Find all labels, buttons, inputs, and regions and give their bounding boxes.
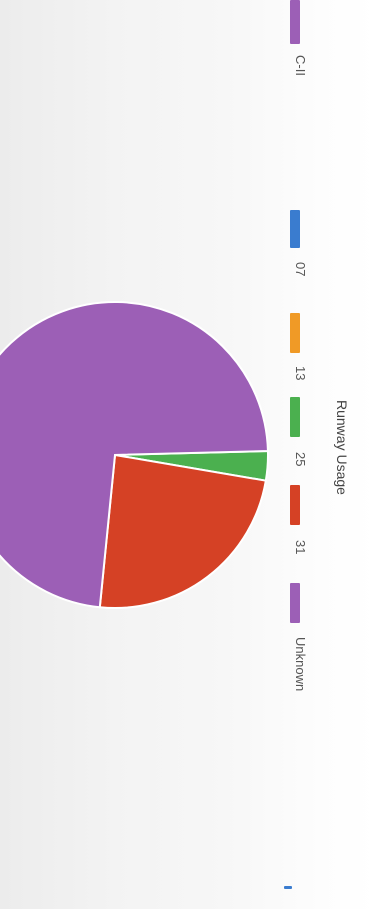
legend-swatch-fragment <box>284 886 292 889</box>
legend-label-13: 13 <box>293 366 308 381</box>
legend-swatch-13 <box>290 313 300 353</box>
legend-label-25: 25 <box>293 452 308 467</box>
pie-slice-31 <box>98 453 267 609</box>
legend-label-31: 31 <box>293 540 308 555</box>
legend-label-07: 07 <box>293 262 308 277</box>
legend-swatch-31 <box>290 485 300 525</box>
legend-swatch-25 <box>290 397 300 437</box>
legend-swatch-unknown <box>290 583 300 623</box>
legend-swatch-07 <box>290 210 300 248</box>
legend-swatch-c-ii <box>290 0 300 44</box>
pie-slice-unknown <box>0 301 269 609</box>
legend-label-unknown: Unknown <box>293 637 308 692</box>
chart-title: Runway Usage <box>334 400 350 495</box>
